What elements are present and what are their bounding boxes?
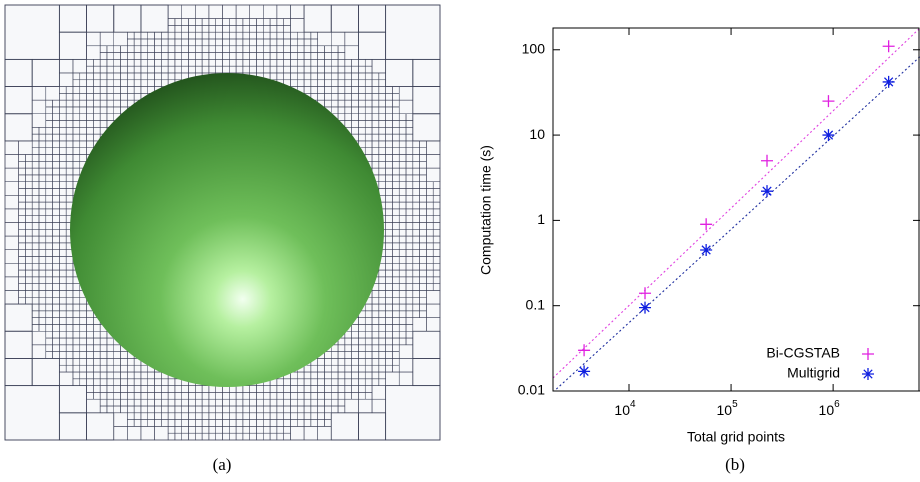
marker [639,287,652,300]
marker [822,129,835,142]
tick-base: 10 [819,402,835,418]
y-tick-label: 0.1 [526,296,546,312]
marker [578,365,591,378]
x-tick-label: 104 [614,399,636,418]
y-tick-label: 1 [537,211,545,227]
marker [822,95,835,108]
legend-marker [862,348,874,360]
y-tick-label: 10 [529,126,545,142]
x-axis-title: Total grid points [687,429,785,445]
sphere [70,73,384,387]
marker [700,243,713,256]
mesh-image [4,4,441,441]
tick-exponent: 6 [834,399,840,410]
marker [761,154,774,167]
tick-base: 10 [614,402,630,418]
tick-base: 10 [716,402,732,418]
legend-label: Multigrid [787,365,840,381]
y-tick-label: 100 [522,40,546,56]
marker [578,344,591,357]
legend-label: Bi-CGSTAB [766,345,840,361]
y-axis-title: Computation time (s) [478,145,494,275]
tick-exponent: 5 [732,399,738,410]
marker [639,301,652,314]
marker [700,218,713,231]
y-tick-label: 0.01 [518,382,545,398]
fit-line [553,56,920,391]
plot-frame [552,27,920,392]
x-tick-label: 105 [716,399,738,418]
caption: (a) [213,455,232,474]
legend-marker [862,368,874,380]
marker [882,75,895,88]
fit-line [553,28,920,379]
caption: (b) [725,455,745,474]
tick-exponent: 4 [630,399,636,410]
x-tick-label: 106 [819,399,841,418]
marker [761,185,774,198]
marker [882,40,895,53]
mesh-cell [385,385,441,441]
